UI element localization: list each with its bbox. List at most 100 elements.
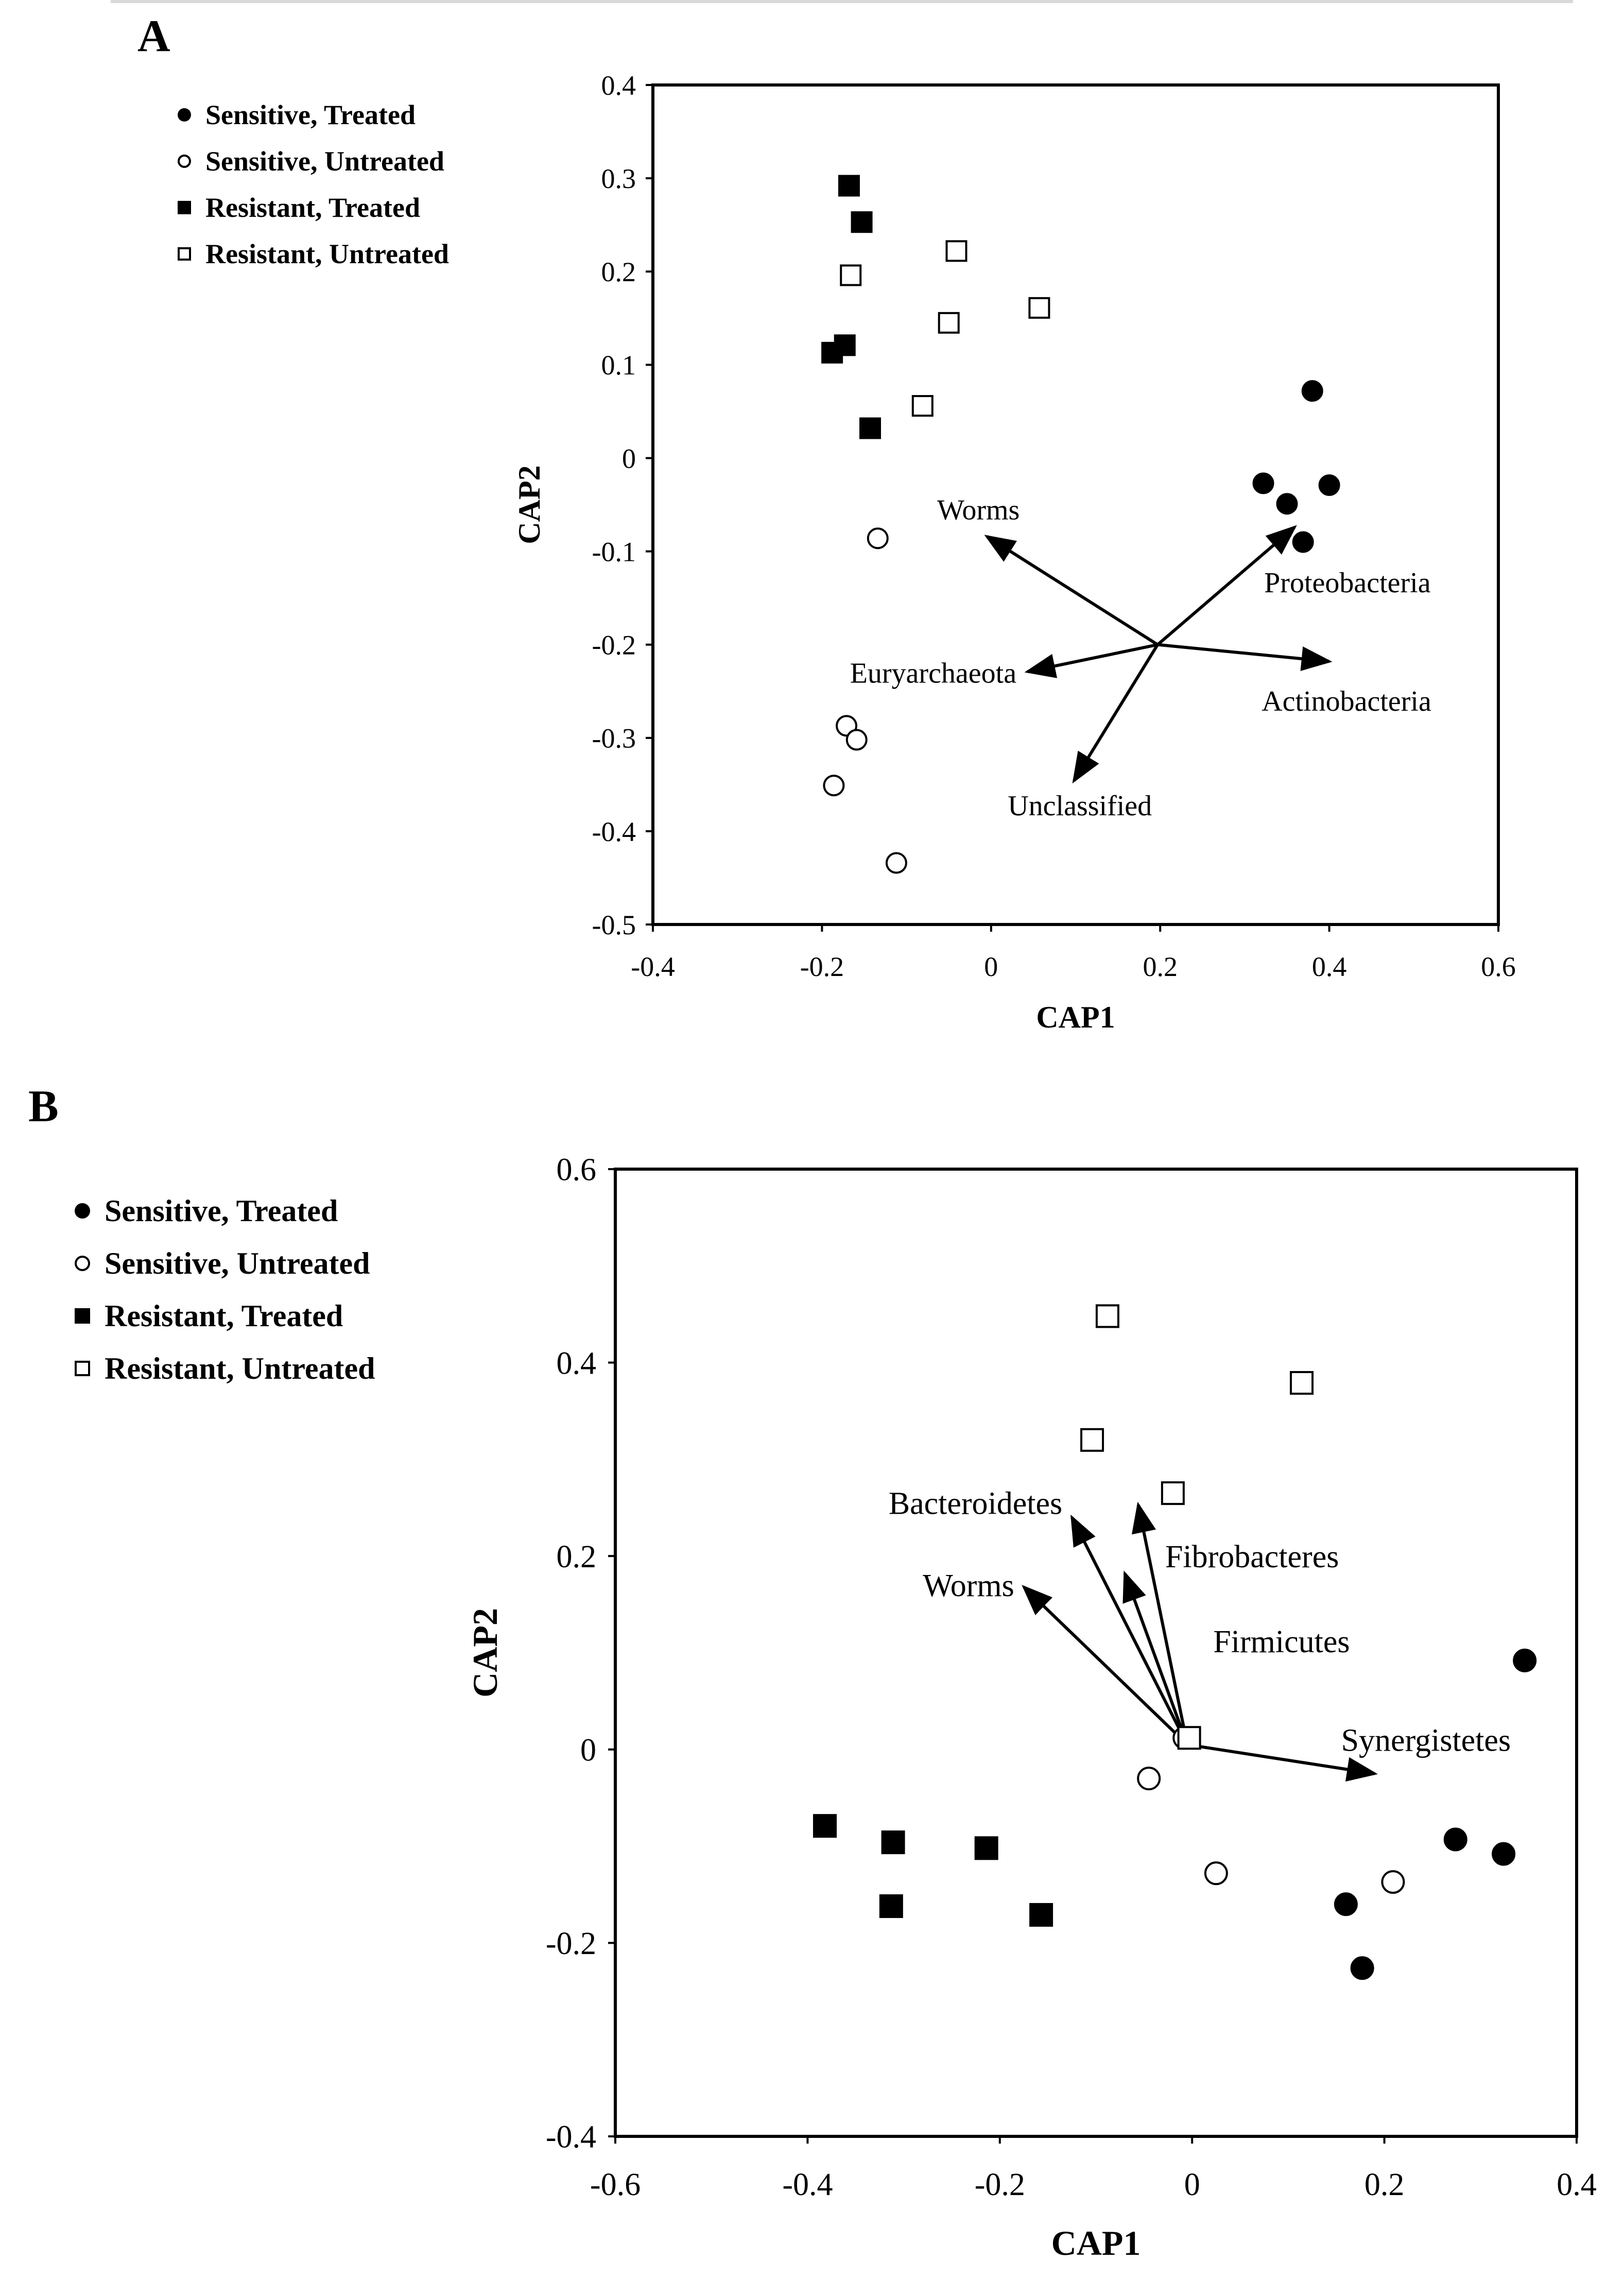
arrow-label: Worms: [937, 494, 1020, 526]
arrow-label: Worms: [923, 1568, 1014, 1603]
data-point: [911, 395, 934, 417]
data-point: [1177, 1726, 1201, 1750]
y-tick-label: 0.2: [557, 1539, 597, 1574]
data-point: [1350, 1956, 1374, 1980]
data-point: [1301, 380, 1323, 402]
data-point: [838, 175, 860, 197]
arrow-vector: [1131, 1501, 1189, 1745]
arrow-vector: [1024, 643, 1158, 678]
arrow-label: Unclassified: [1008, 790, 1152, 822]
data-point: [1292, 531, 1314, 553]
data-point: [1137, 1767, 1161, 1791]
legend-item: Resistant, Untreated: [75, 1342, 375, 1395]
x-tick-label: -0.6: [590, 2167, 641, 2202]
x-axis-label: CAP1: [1036, 1000, 1115, 1034]
arrow-vector: [1157, 643, 1333, 671]
y-tick-label: 0.2: [601, 256, 636, 287]
y-tick-label: 0.4: [557, 1346, 597, 1381]
plot-area-frame: [651, 83, 1500, 926]
data-point: [1028, 297, 1050, 319]
data-point: [1513, 1649, 1537, 1673]
open-square-marker-icon: [75, 1361, 90, 1376]
data-point: [881, 1830, 905, 1855]
data-point: [1334, 1892, 1358, 1916]
legend-a: Sensitive, Treated Sensitive, Untreated …: [178, 92, 449, 277]
x-tick-label: -0.2: [975, 2167, 1025, 2202]
legend-item: Sensitive, Treated: [178, 92, 449, 138]
data-point: [859, 417, 881, 439]
data-point: [851, 211, 873, 233]
legend-item: Sensitive, Untreated: [75, 1237, 375, 1290]
y-tick-label: 0: [580, 1733, 596, 1768]
arrow-label: Fibrobacteres: [1165, 1539, 1339, 1574]
open-circle-marker-icon: [178, 155, 191, 168]
data-point: [1252, 472, 1274, 494]
y-tick-label: -0.1: [592, 536, 636, 567]
data-point: [1029, 1903, 1053, 1927]
x-tick-label: -0.4: [782, 2167, 833, 2202]
filled-circle-marker-icon: [178, 108, 191, 122]
open-square-marker-icon: [178, 247, 191, 261]
y-tick-label: -0.5: [592, 910, 636, 940]
y-tick-label: 0: [622, 443, 636, 474]
data-point: [885, 852, 907, 874]
data-point: [1095, 1304, 1119, 1328]
arrow-vector: [1072, 644, 1159, 784]
legend-label: Resistant, Treated: [105, 1298, 343, 1333]
legend-label: Sensitive, Untreated: [105, 1246, 370, 1280]
data-point: [1161, 1481, 1185, 1505]
y-tick-label: 0.1: [601, 350, 636, 381]
y-tick-label: 0.3: [601, 163, 636, 194]
chart-a: -0.4 -0.2 0 0.2 0.4 0.6 0.4 0.3 0.2 0.1 0 -0.1 -0.2 -…: [512, 70, 1516, 1034]
data-point: [945, 240, 968, 262]
arrow-vector: [1187, 1743, 1378, 1782]
panel-label-b: B: [28, 1082, 59, 1132]
y-tick-label: 0.4: [601, 70, 636, 101]
filled-square-marker-icon: [178, 201, 191, 214]
arrow-vector: [1122, 1570, 1189, 1745]
data-point: [1318, 474, 1340, 496]
data-point: [834, 334, 856, 356]
arrow-label: Proteobacteria: [1264, 567, 1431, 599]
data-point: [974, 1836, 998, 1860]
data-point: [1276, 493, 1298, 515]
data-point: [879, 1894, 903, 1919]
arrow-vector: [1070, 1514, 1189, 1745]
arrow-vector: [984, 535, 1159, 646]
open-circle-marker-icon: [75, 1256, 90, 1271]
legend-item: Sensitive, Untreated: [178, 138, 449, 184]
arrow-label: Bacteroidetes: [889, 1486, 1062, 1521]
legend-item: Resistant, Treated: [178, 184, 449, 231]
legend-b: Sensitive, Treated Sensitive, Untreated …: [75, 1185, 375, 1395]
legend-item: Resistant, Untreated: [178, 231, 449, 277]
legend-item: Sensitive, Treated: [75, 1185, 375, 1237]
data-point: [1492, 1842, 1516, 1866]
plot-area-frame: [614, 1168, 1578, 2138]
y-tick-label: -0.2: [546, 1926, 596, 1961]
x-tick-label: -0.2: [800, 951, 844, 982]
data-point: [1443, 1827, 1467, 1852]
arrow-label: Synergistetes: [1341, 1723, 1511, 1758]
legend-label: Sensitive, Treated: [105, 1193, 338, 1228]
data-point: [840, 264, 862, 286]
data-point: [938, 312, 960, 334]
x-tick-label: 0.4: [1557, 2167, 1597, 2202]
legend-label: Resistant, Untreated: [105, 1351, 375, 1385]
y-axis-label: CAP2: [465, 1608, 505, 1698]
y-tick-label: -0.4: [592, 816, 636, 847]
filled-square-marker-icon: [75, 1308, 90, 1324]
arrow-label: Euryarchaeota: [850, 658, 1016, 690]
x-tick-label: 0.6: [1481, 951, 1516, 982]
data-point: [1381, 1870, 1405, 1894]
x-tick-label: 0: [1184, 2167, 1200, 2202]
x-tick-label: 0.2: [1364, 2167, 1405, 2202]
legend-label: Sensitive, Untreated: [205, 146, 444, 177]
x-tick-label: 0.4: [1312, 951, 1347, 982]
panel-label-a: A: [137, 11, 170, 61]
data-point: [823, 775, 845, 797]
x-tick-label: 0.2: [1143, 951, 1178, 982]
legend-label: Resistant, Treated: [205, 192, 420, 223]
y-axis-label: CAP2: [512, 465, 546, 544]
data-point: [1204, 1861, 1228, 1886]
